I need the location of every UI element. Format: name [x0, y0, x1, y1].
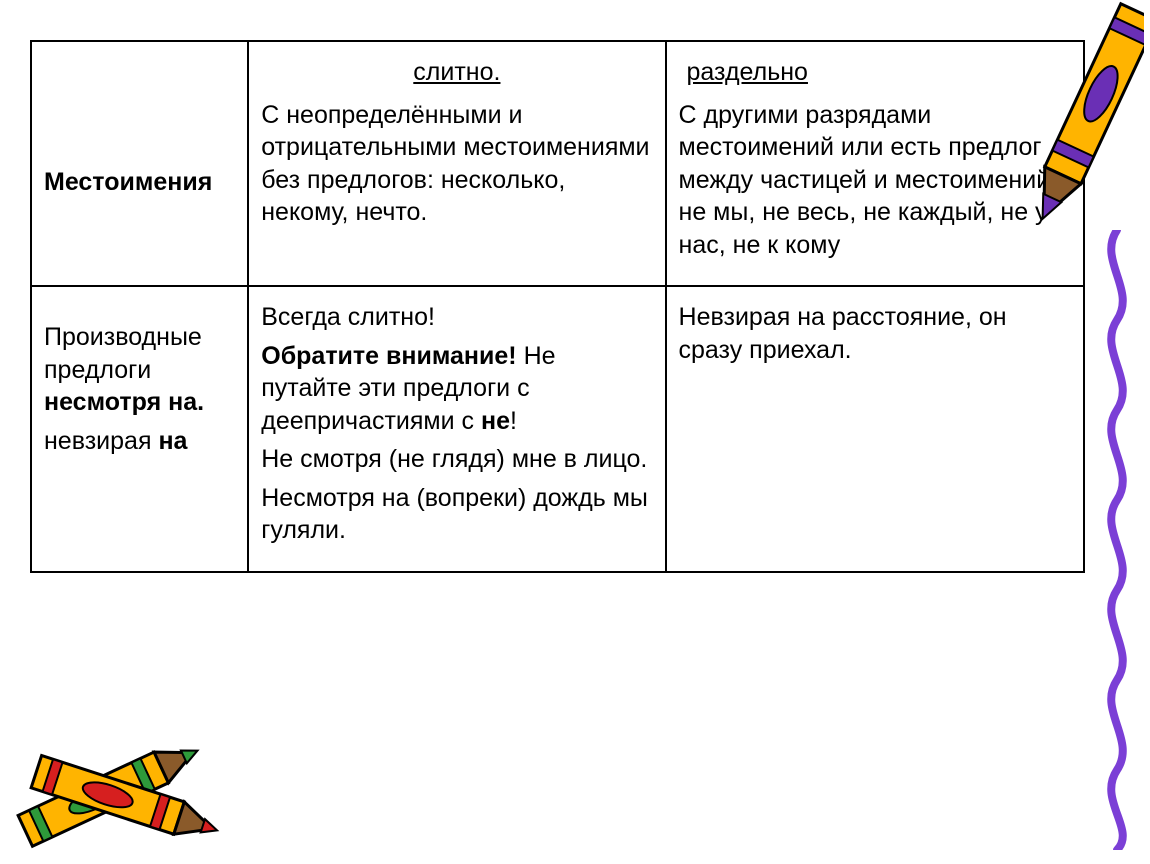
cell-text: С неопределёнными и отрицательными место…	[261, 99, 652, 229]
text-part: Производные предлоги	[44, 323, 202, 384]
table-row: Производные предлоги несмотря на. невзир…	[31, 286, 1084, 572]
cell-row2-col2: Всегда слитно! Обратите внимание! Не пут…	[248, 286, 665, 572]
col-header-merged: слитно.	[261, 56, 652, 89]
cell-row1-col3: раздельно С другими разрядами местоимени…	[666, 41, 1084, 286]
ne-bold: не	[481, 407, 510, 435]
text-part: невзирая	[44, 427, 158, 455]
cell-text: Обратите внимание! Не путайте эти предло…	[261, 340, 652, 438]
cell-row1-col2: слитно. С неопределёнными и отрицательны…	[248, 41, 665, 286]
crayon-purple-icon	[1024, 0, 1144, 260]
table-row: Местоимения слитно. С неопределёнными и …	[31, 41, 1084, 286]
attention-bold: Обратите внимание!	[261, 342, 516, 370]
cell-text: невзирая на	[44, 425, 235, 458]
cell-text: С другими разрядами местоимений или есть…	[679, 99, 1071, 262]
text-part: !	[510, 407, 517, 435]
cell-row2-col1: Производные предлоги несмотря на. невзир…	[31, 286, 248, 572]
cell-row1-col1: Местоимения	[31, 41, 248, 286]
rules-table-container: Местоимения слитно. С неопределёнными и …	[30, 40, 1085, 573]
row-label: Местоимения	[44, 168, 212, 196]
cell-text: Несмотря на (вопреки) дождь мы гуляли.	[261, 482, 652, 547]
cell-text: Не смотря (не глядя) мне в лицо.	[261, 443, 652, 476]
rules-table: Местоимения слитно. С неопределёнными и …	[30, 40, 1085, 573]
cell-text: Всегда слитно!	[261, 301, 652, 334]
crayons-crossed-icon	[0, 684, 230, 864]
squiggle-decoration-icon	[1092, 230, 1142, 850]
cell-text: Производные предлоги несмотря на.	[44, 321, 235, 419]
text-bold: на	[158, 427, 187, 455]
cell-row2-col3: Невзирая на расстояние, он сразу приехал…	[666, 286, 1084, 572]
cell-text: Невзирая на расстояние, он сразу приехал…	[679, 301, 1071, 366]
text-bold: несмотря на.	[44, 388, 204, 416]
col-header-separate: раздельно	[679, 56, 1071, 89]
